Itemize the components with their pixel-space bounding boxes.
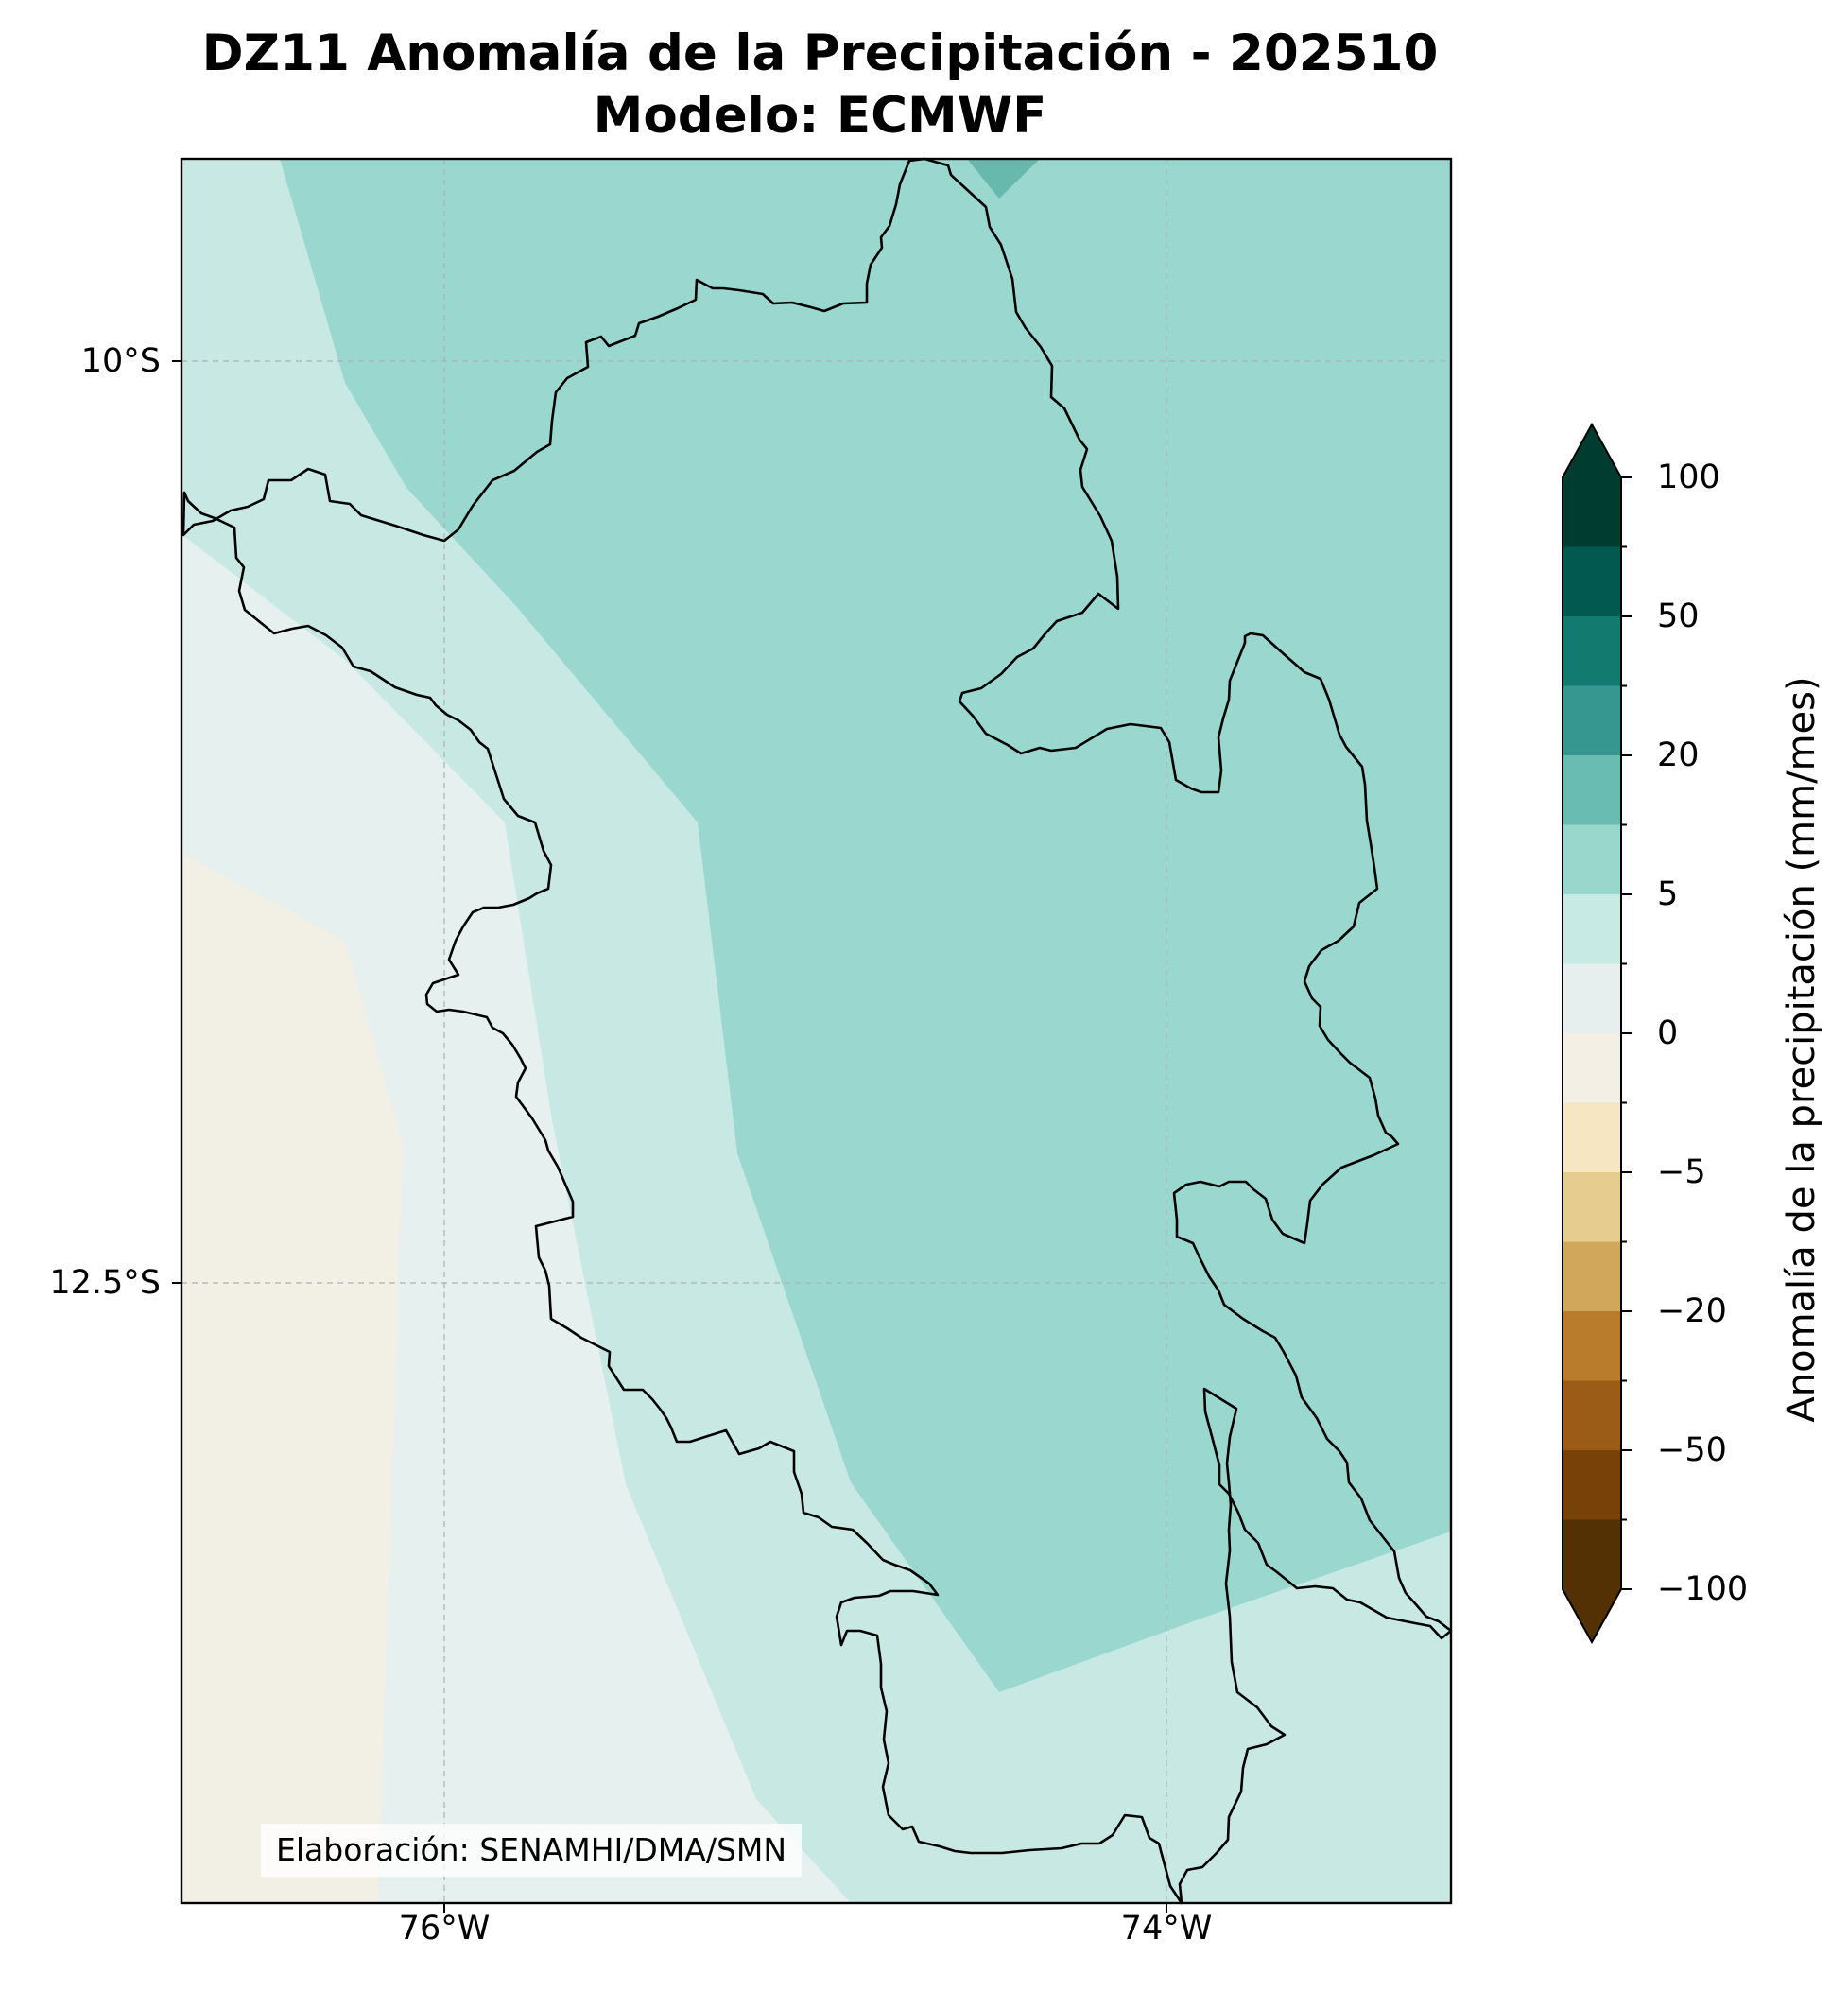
colorbar-segment [1563, 477, 1621, 548]
colorbar-tick-label: −5 [1657, 1153, 1706, 1191]
colorbar [1562, 422, 1632, 1645]
colorbar-segment [1563, 1033, 1621, 1104]
colorbar-title: Anomalía de la precipitación (mm/mes) [1780, 676, 1823, 1423]
field-band-pos-5-10 [280, 159, 1451, 1692]
colorbar-segment [1563, 1311, 1621, 1382]
colorbar-segment [1563, 616, 1621, 687]
colorbar-segment [1563, 894, 1621, 965]
colorbar-lower-extend [1563, 1589, 1621, 1642]
lon-label-76w: 76°W [398, 1910, 491, 1948]
colorbar-segment [1563, 1519, 1621, 1590]
colorbar-segment [1563, 963, 1621, 1034]
colorbar-tick-label: 5 [1657, 875, 1679, 913]
colorbar-upper-extend [1563, 424, 1621, 477]
colorbar-segment [1563, 824, 1621, 895]
colorbar-segment [1563, 1241, 1621, 1312]
colorbar-segment [1563, 546, 1621, 617]
colorbar-tick-label: 100 [1657, 459, 1720, 496]
map-subtitle: Modelo: ECMWF [593, 87, 1047, 145]
colorbar-segment [1563, 755, 1621, 826]
lon-label-74w: 74°W [1120, 1910, 1213, 1948]
colorbar-tick-label: −50 [1657, 1431, 1727, 1469]
colorbar-segment [1563, 1172, 1621, 1243]
field-band-pos-10-20 [967, 159, 1040, 199]
colorbar-tick-label: 20 [1657, 736, 1700, 774]
region-boundary [181, 157, 1453, 1905]
colorbar-segment [1563, 1380, 1621, 1451]
colorbar-tick-label: −20 [1657, 1292, 1727, 1330]
axis-ticks [172, 360, 1167, 1913]
gridlines [181, 159, 1451, 1903]
lat-label-10s: 10°S [80, 342, 161, 380]
anomaly-field [181, 159, 1451, 1903]
colorbar-tick-label: 0 [1657, 1014, 1679, 1052]
colorbar-tick-label: −100 [1657, 1570, 1749, 1608]
colorbar-segment [1563, 1450, 1621, 1521]
credit-label: Elaboración: SENAMHI/DMA/SMN [261, 1824, 803, 1877]
colorbar-segment [1563, 685, 1621, 756]
colorbar-tick-label: 50 [1657, 597, 1700, 635]
map-title: DZ11 Anomalía de la Precipitación - 2025… [201, 25, 1439, 82]
lat-label-12-5s: 12.5°S [49, 1264, 161, 1302]
plot-frame [180, 157, 1453, 1905]
colorbar-segment [1563, 1102, 1621, 1173]
